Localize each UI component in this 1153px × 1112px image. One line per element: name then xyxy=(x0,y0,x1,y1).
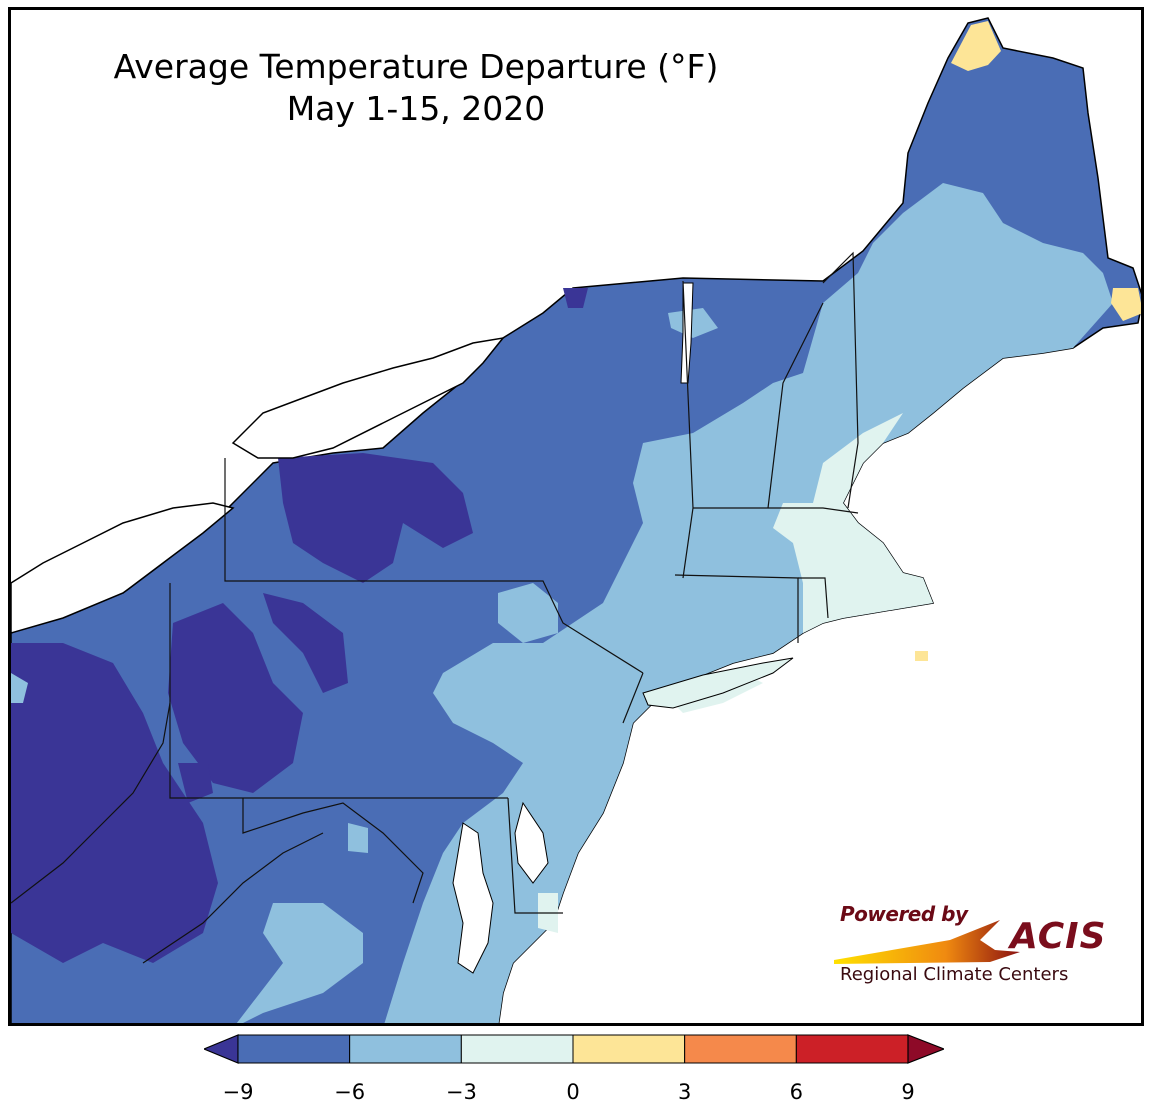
chesapeake-bay xyxy=(452,822,494,974)
colorbar xyxy=(204,1034,944,1064)
map-frame: Average Temperature Departure (°F) May 1… xyxy=(8,7,1144,1026)
colorbar-bin xyxy=(684,1034,797,1064)
colorbar-bin xyxy=(349,1034,462,1064)
colorbar-tick-label: −9 xyxy=(222,1080,254,1104)
delaware-bay xyxy=(514,801,549,884)
acis-name: ACIS xyxy=(1010,916,1107,957)
temperature-departure-map xyxy=(11,17,1141,1023)
great-lakes xyxy=(11,336,505,634)
acis-logo: Powered by ACIS Regional Climate Centers xyxy=(830,900,1110,995)
colorbar-tick-label: −3 xyxy=(445,1080,477,1104)
below-minus9-areas xyxy=(11,288,588,963)
colorbar-over-arrow xyxy=(907,1034,944,1064)
colorbar-bins xyxy=(237,1034,909,1064)
acis-subtitle: Regional Climate Centers xyxy=(840,964,1069,985)
acis-swoosh-icon xyxy=(834,920,1020,964)
colorbar-tick-label: 9 xyxy=(901,1080,915,1104)
long-island xyxy=(642,657,794,709)
colorbar-bin xyxy=(795,1034,909,1064)
state-borders xyxy=(11,251,859,964)
map-subtitle: May 1-15, 2020 xyxy=(286,89,546,128)
map-title: Average Temperature Departure (°F) xyxy=(113,47,719,86)
colorbar-tick-label: 3 xyxy=(677,1080,692,1104)
acis-powered-label: Powered by xyxy=(840,902,968,926)
colorbar-bin xyxy=(237,1034,351,1064)
colorbar-tick-label: 6 xyxy=(789,1080,804,1104)
colorbar-bin xyxy=(460,1034,574,1064)
colorbar-tick-label: 0 xyxy=(566,1080,580,1104)
zero-plus3-areas xyxy=(915,21,1141,661)
colorbar-tick-label: −6 xyxy=(334,1080,366,1104)
minus6-minus3-areas xyxy=(11,183,1113,1023)
colorbar-bin xyxy=(572,1034,686,1064)
colorbar-under-arrow xyxy=(204,1034,239,1064)
